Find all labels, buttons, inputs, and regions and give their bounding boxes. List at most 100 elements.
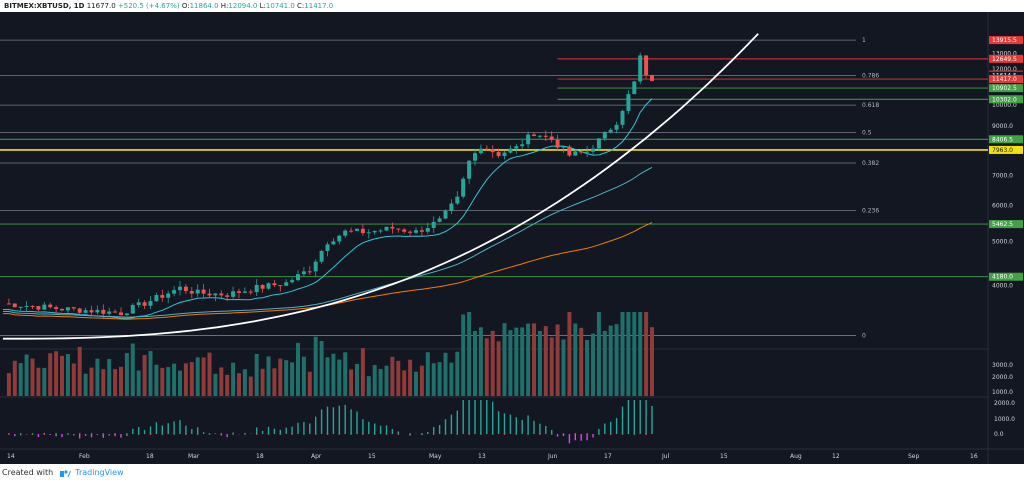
candle-body [154,295,159,302]
volume-bar [514,327,519,396]
price-tag-badge [989,36,1023,45]
candle-body [343,230,348,236]
volume-bar [301,356,306,396]
brand-name[interactable]: TradingView [75,468,124,477]
volume-bar [632,312,637,396]
volume-bar [296,342,300,396]
candle-body [449,203,454,211]
volume-bar [65,353,70,396]
oscillator-signal-dot [586,433,588,435]
candle-body [419,230,424,232]
volume-bar [183,363,188,396]
price-tag-badge [989,145,1023,154]
high-label: H: [220,2,229,10]
candle-body [561,146,566,148]
volume-bar [537,330,542,396]
candle-body [54,307,59,309]
volume-bar [360,348,365,396]
price-tag-badge [989,54,1023,63]
oscillator-signal-dot [444,433,447,435]
oscillator-signal-dot [102,433,105,435]
volume-bar [201,357,206,396]
candle-body [18,306,23,308]
volume-bar [231,362,236,396]
volume-bar [455,351,460,396]
price-tag-label: 10302.0 [992,96,1017,103]
high-value: 12094.0 [228,2,258,10]
candle-body [148,301,153,306]
volume-bar [207,352,212,396]
time-tick-label: Feb [79,453,90,460]
candle-body [478,148,483,154]
volume-bar [414,371,418,396]
volume-bar [319,340,324,396]
volume-bar [331,353,336,396]
candle-body [520,144,525,147]
fib-level-label: 0.786 [862,73,879,80]
volume-bar [113,369,118,396]
candle-body [632,81,637,95]
oscillator-signal-dot [350,433,352,435]
volume-bar [638,312,643,396]
volume-bar [290,362,295,396]
candle-body [130,304,135,314]
candle-body [437,218,442,222]
volume-bar [278,358,283,396]
candle-body [107,311,112,314]
candle-body [166,293,171,298]
oscillator-signal-dot [480,433,482,435]
candle-body [360,228,365,234]
candle-body [355,228,359,231]
volume-bar [189,362,194,396]
volume-pane [6,312,654,396]
time-tick-label: 14 [7,453,15,460]
volume-bar [166,367,171,396]
candle-body [284,282,289,286]
candle-body [608,129,613,133]
price-tag-badge [989,84,1023,93]
fibonacci-retracement: 1 0.786 0.618 0.5 0.382 0.236 0 [0,37,879,340]
volume-bar [502,323,507,396]
candle-body [6,303,11,305]
oscillator-signal-dot [539,433,541,435]
volume-bar [77,346,82,396]
grid-layer [0,12,1024,464]
volume-bar [543,326,548,396]
oscillator-signal-dot [7,433,10,435]
candle-body [443,210,448,219]
candle-body [124,313,129,316]
volume-bar [437,362,442,396]
open-value: 11864.0 [189,2,219,10]
chart-background [0,12,1024,464]
volume-bar [260,368,265,396]
volume-bar [349,369,354,396]
oscillator-signal-dot [279,433,282,435]
fib-level-label: 0.618 [862,102,879,109]
candle-body [213,293,218,296]
candle-body [266,283,271,289]
volume-bar [101,369,106,396]
last-price: 11677.0 [86,2,116,10]
oscillator-signal-dot [208,433,211,435]
oscillator-signal-dot [338,433,341,435]
oscillator-signal-dot [67,433,69,435]
candle-body [372,230,377,233]
price-tag-label: 5462.5 [992,221,1013,228]
volume-bar [142,355,147,396]
oscillator-signal-dot [255,433,258,435]
candle-body [12,303,17,308]
volume-bar [119,366,123,396]
price-chart[interactable]: 1 0.786 0.618 0.5 0.382 0.236 0 13000.0 12000.0… [0,12,1024,464]
ma-fast-line [3,98,653,319]
candle-body [526,134,531,145]
candle-body [319,250,324,262]
volume-bar [461,314,466,396]
volume-bar [30,358,35,396]
oscillator-signal-dot [645,433,647,435]
oscillator-signal-dot [19,433,22,435]
fib-level-label: 0.236 [862,208,879,215]
volume-bar [467,312,472,396]
candle-body [307,271,312,273]
candle-body [414,230,418,233]
volume-bar [42,367,47,396]
